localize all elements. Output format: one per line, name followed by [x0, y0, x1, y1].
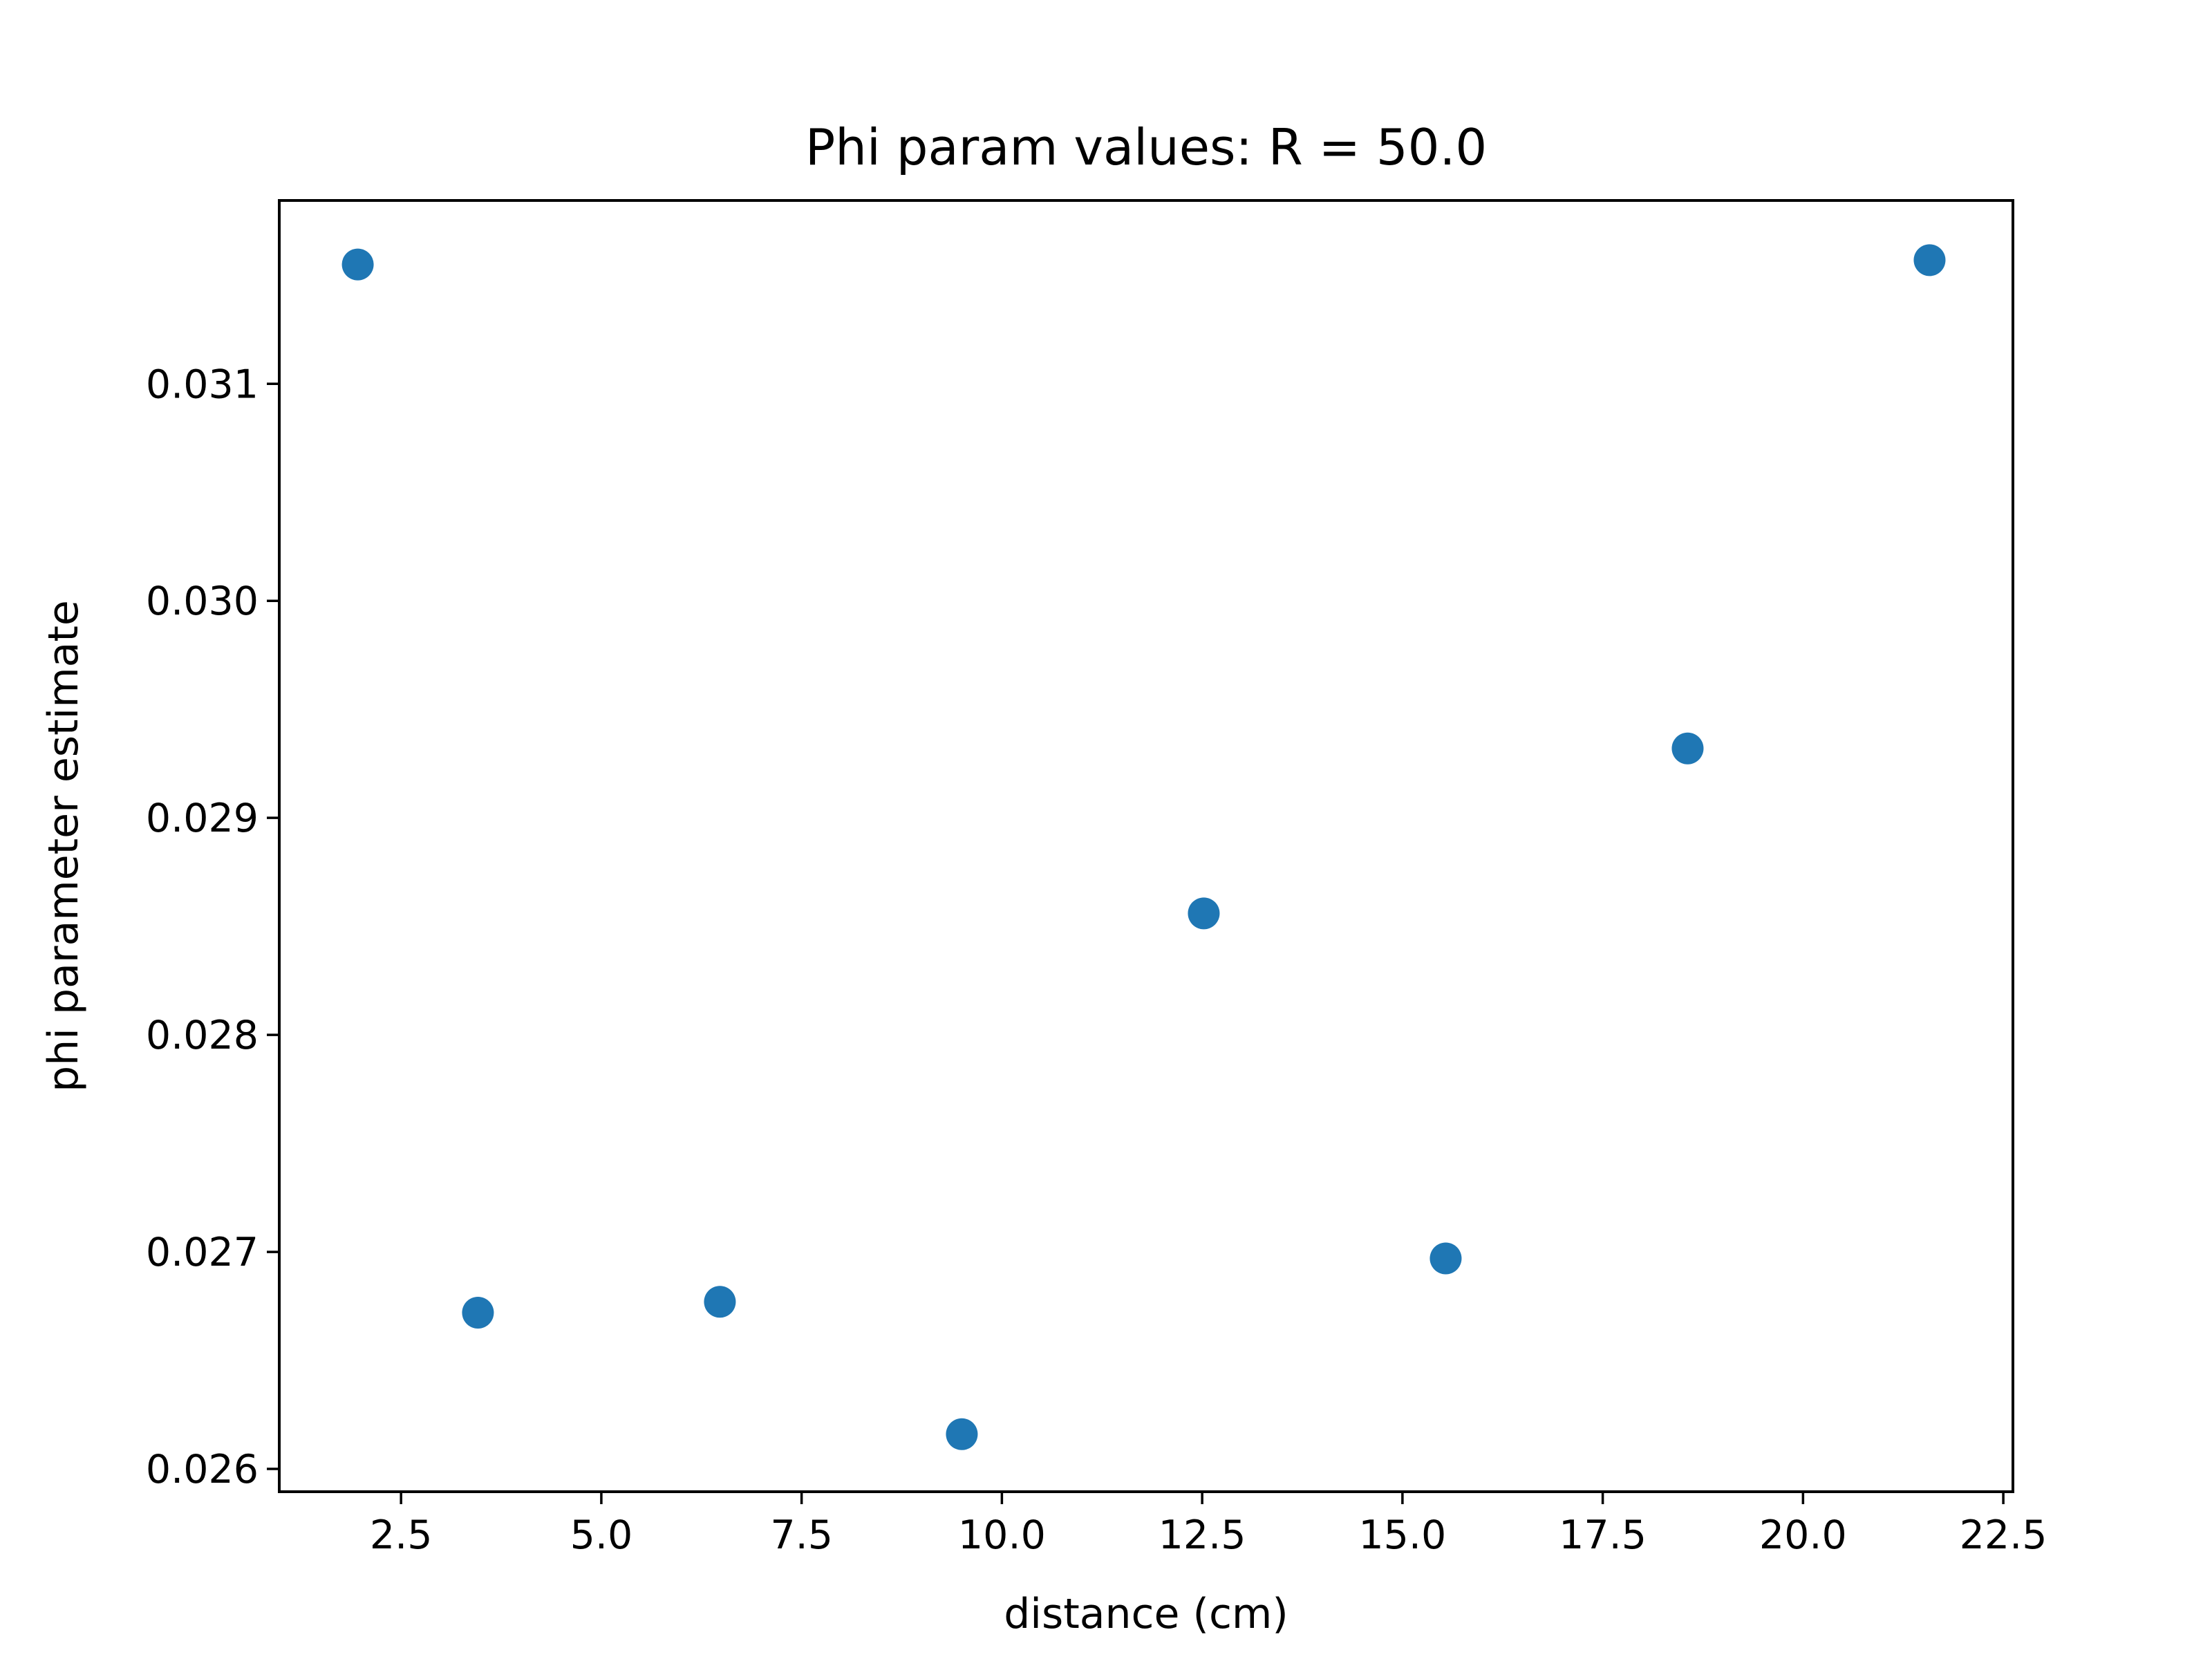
data-point: [1913, 244, 1946, 276]
x-tick-label: 2.5: [370, 1512, 433, 1558]
data-point: [462, 1296, 494, 1329]
data-point: [704, 1286, 736, 1318]
y-tick-label: 0.030: [146, 579, 259, 624]
y-tick-label: 0.027: [146, 1230, 259, 1275]
y-axis-ticks: 0.026 0.027 0.028 0.029 0.030 0.031: [146, 362, 279, 1492]
data-point: [946, 1418, 978, 1450]
y-tick-label: 0.028: [146, 1013, 259, 1058]
x-tick-label: 10.0: [958, 1512, 1046, 1558]
x-tick-label: 20.0: [1759, 1512, 1847, 1558]
x-tick-label: 15.0: [1358, 1512, 1446, 1558]
x-tick-label: 17.5: [1559, 1512, 1647, 1558]
y-tick-label: 0.026: [146, 1447, 259, 1492]
data-point: [1671, 732, 1704, 765]
y-tick-label: 0.029: [146, 796, 259, 841]
data-point: [1188, 897, 1220, 930]
data-point: [1430, 1242, 1462, 1275]
x-tick-label: 12.5: [1159, 1512, 1246, 1558]
y-tick-label: 0.031: [146, 362, 259, 407]
x-tick-label: 22.5: [1960, 1512, 2047, 1558]
x-tick-label: 5.0: [570, 1512, 633, 1558]
x-axis-ticks: 2.5 5.0 7.5 10.0 12.5 15.0 17.5 20.0 22.5: [370, 1492, 2047, 1558]
x-axis-label: distance (cm): [1004, 1590, 1288, 1638]
chart-title: Phi param values: R = 50.0: [805, 118, 1487, 176]
data-points: [341, 244, 1946, 1450]
data-point: [341, 248, 374, 281]
y-axis-label: phi parameter estimate: [39, 600, 88, 1092]
x-tick-label: 7.5: [770, 1512, 833, 1558]
plot-area-frame: [278, 199, 2014, 1493]
